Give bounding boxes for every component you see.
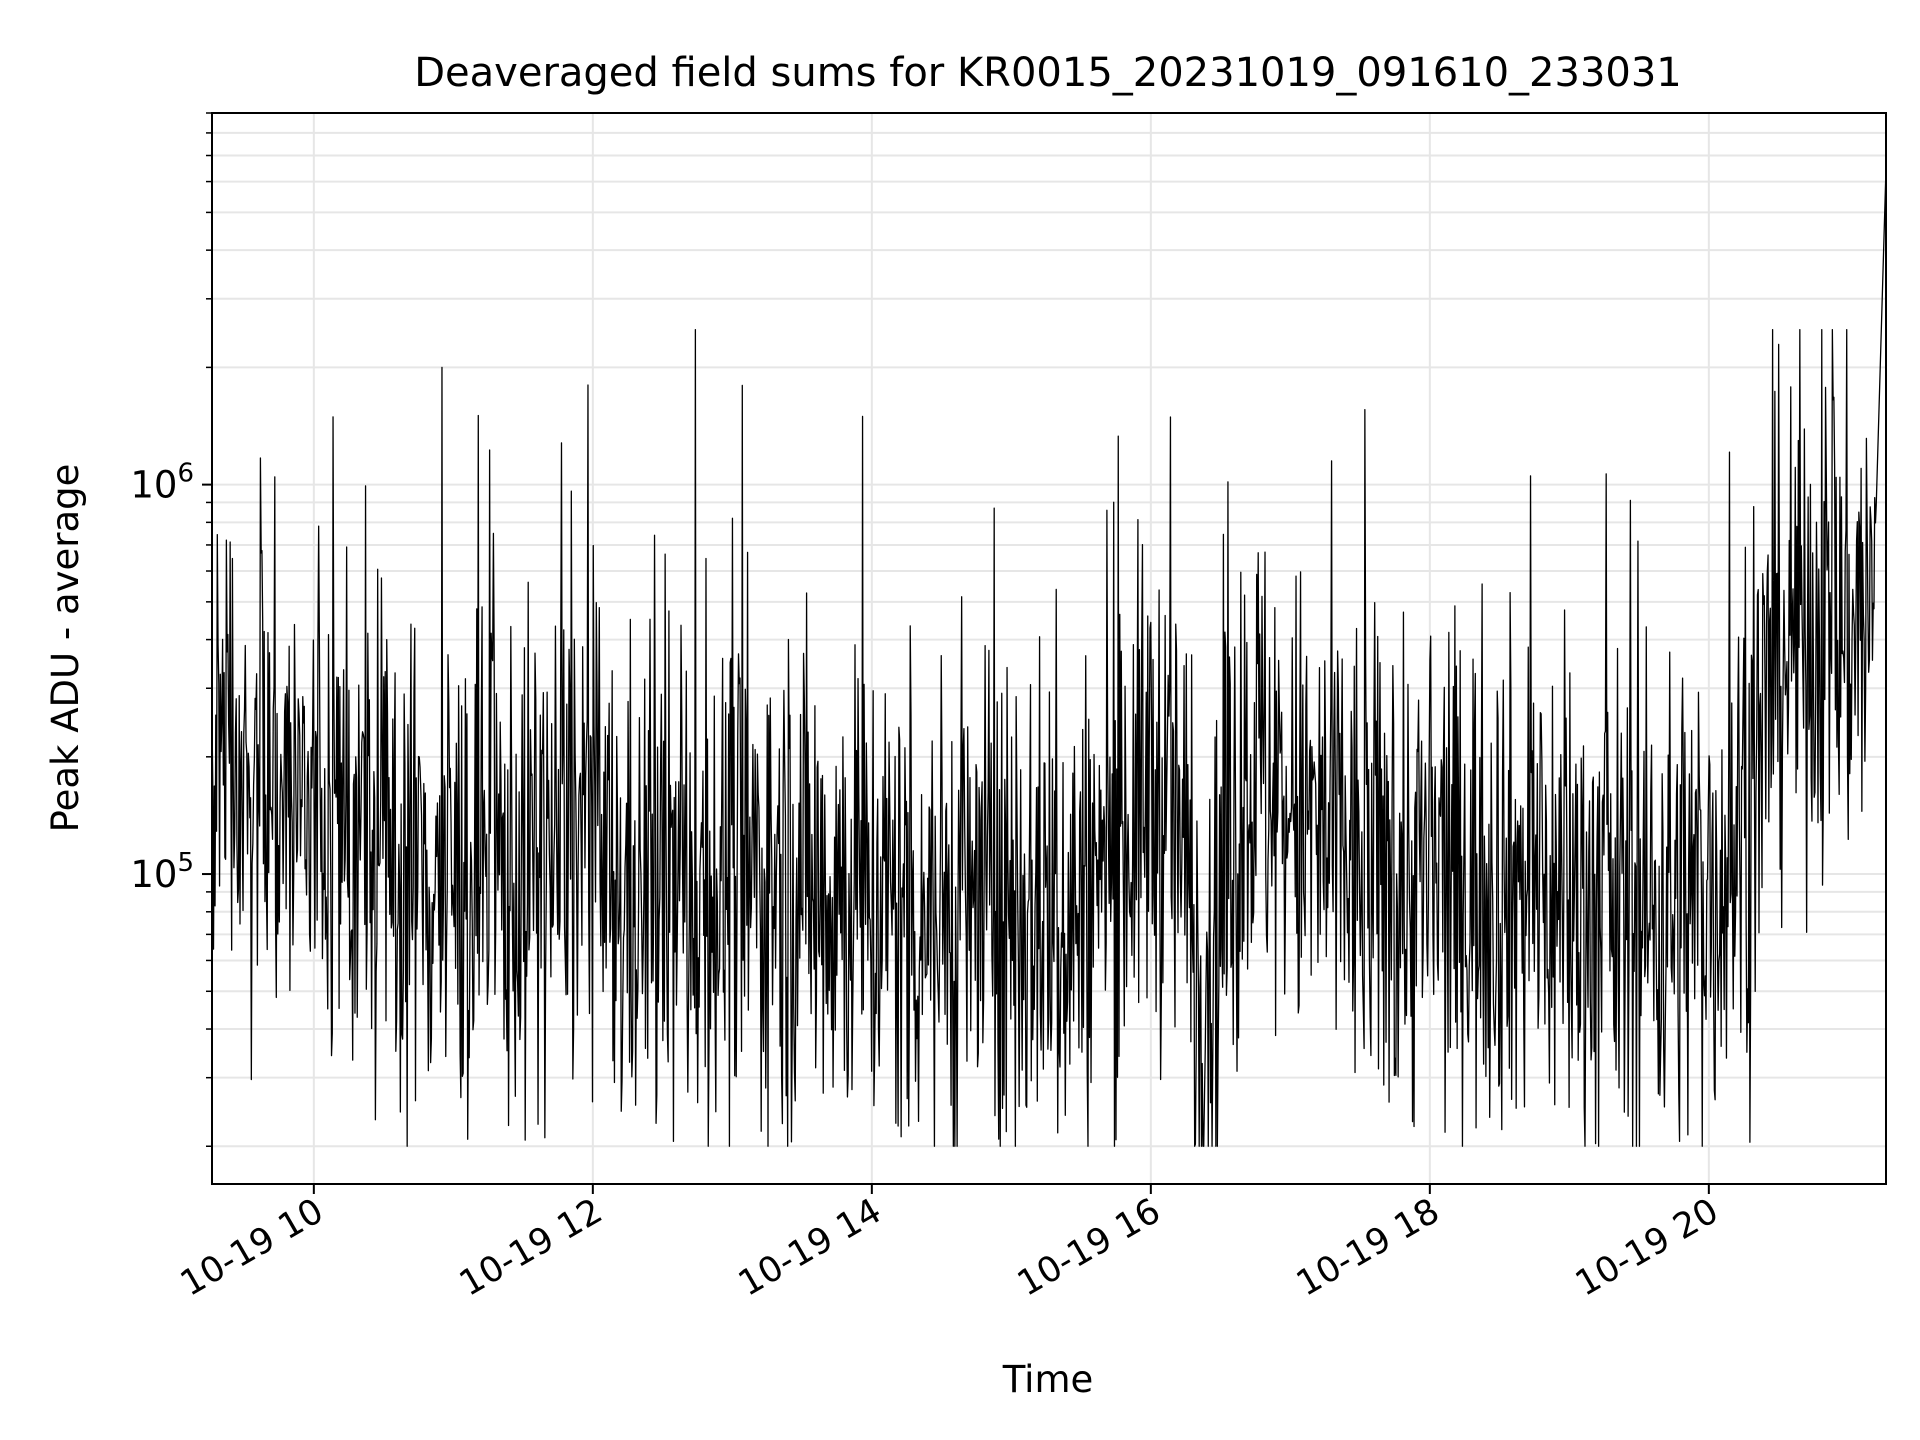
series-layer — [211, 168, 1887, 1147]
y-axis-label: Peak ADU - average — [44, 464, 87, 833]
y-tick-label: 106 — [130, 459, 194, 507]
y-tick-label: 105 — [130, 848, 194, 896]
series-line — [211, 168, 1887, 1147]
chart-title: Deaveraged field sums for KR0015_2023101… — [414, 50, 1682, 96]
x-axis-label: Time — [1002, 1358, 1094, 1401]
plot-area-frame — [211, 112, 1887, 1185]
